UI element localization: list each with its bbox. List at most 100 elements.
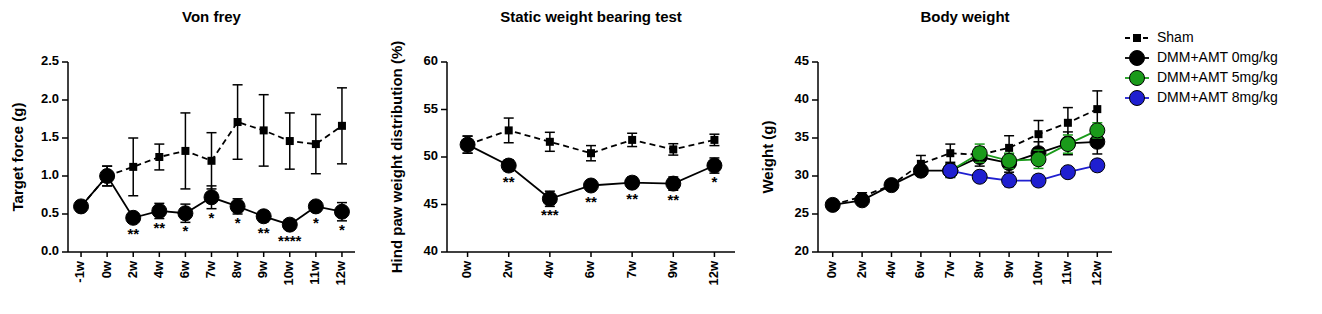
marker [181, 147, 189, 155]
x-tick-label: 9w [1001, 260, 1016, 278]
x-tick [549, 252, 551, 257]
error-cap [102, 185, 112, 187]
marker [178, 206, 193, 221]
error-cap [1092, 90, 1102, 92]
x-tick-label: 6w [177, 260, 192, 278]
error-cap [975, 162, 985, 164]
x-tick [714, 252, 716, 257]
significance: *** [541, 206, 559, 223]
x-tick [920, 252, 922, 257]
error-cap [709, 133, 719, 135]
legend-label: DMM+AMT 0mg/kg [1157, 49, 1278, 65]
panel: Body weight202530354045Weight (g)0w2w4w6… [759, 8, 1278, 286]
legend-marker [1130, 71, 1145, 86]
x-tick-label: 2w [125, 260, 140, 278]
marker [204, 190, 219, 205]
marker [884, 178, 899, 193]
error-cap [1092, 153, 1102, 155]
x-tick [80, 252, 82, 257]
error-cap [463, 152, 473, 154]
error-cap [586, 145, 596, 147]
x-tick-label: 11w [1059, 260, 1074, 285]
y-tick [441, 61, 447, 63]
significance: ** [626, 190, 638, 207]
error-bar [311, 114, 321, 173]
error-bar [180, 113, 190, 189]
y-tick-label: 1.5 [41, 129, 59, 144]
x-tick [1008, 252, 1010, 257]
marker [546, 138, 554, 146]
chart-title: Body weight [920, 8, 1009, 25]
y-tick-label: 45 [795, 53, 809, 68]
marker [825, 197, 840, 212]
error-cap [463, 152, 473, 154]
marker [972, 169, 987, 184]
series [463, 118, 720, 161]
marker [286, 137, 294, 145]
y-tick [62, 175, 68, 177]
error-cap [259, 165, 269, 167]
marker [625, 175, 640, 190]
y-tick [812, 175, 818, 177]
error-bar [709, 134, 719, 145]
marker [505, 126, 513, 134]
marker [943, 163, 958, 178]
error-cap [233, 84, 243, 86]
error-bar [233, 85, 243, 159]
error-cap [337, 87, 347, 89]
error-bar [337, 88, 347, 164]
marker [1060, 136, 1075, 151]
error-cap [945, 143, 955, 145]
significance: ** [127, 225, 139, 242]
marker [312, 140, 320, 148]
significance: ** [153, 219, 165, 236]
y-tick [62, 213, 68, 215]
marker [669, 145, 677, 153]
x-tick-label: 4w [541, 260, 556, 278]
x-tick-label: 4w [883, 260, 898, 278]
marker [666, 176, 681, 191]
y-tick [812, 213, 818, 215]
error-bar [668, 144, 678, 155]
error-bar [945, 144, 955, 162]
marker [260, 126, 268, 134]
x-tick-label: 4w [151, 260, 166, 278]
x-tick [891, 252, 893, 257]
x-tick [185, 252, 187, 257]
marker [855, 193, 870, 208]
error-cap [337, 163, 347, 165]
x-tick-label: 7w [942, 260, 957, 278]
significance: * [209, 209, 215, 226]
error-cap [207, 185, 217, 187]
y-tick-label: 60 [424, 53, 438, 68]
x-tick-label: 6w [912, 260, 927, 278]
error-cap [337, 202, 347, 204]
x-tick [979, 252, 981, 257]
marker [234, 118, 242, 126]
x-tick-label: 9w [665, 260, 680, 278]
y-tick-label: 0.0 [41, 243, 59, 258]
series-line [950, 130, 1097, 170]
x-tick-label: 2w [500, 260, 515, 278]
marker [628, 136, 636, 144]
y-axis [67, 62, 69, 252]
error-cap [975, 143, 985, 145]
y-axis-label: Target force (g) [9, 103, 26, 212]
error-cap [627, 133, 637, 135]
x-tick-label: 9w [255, 260, 270, 278]
y-tick-label: 50 [424, 148, 438, 163]
marker [1093, 105, 1101, 113]
error-cap [233, 159, 243, 161]
error-cap [545, 132, 555, 134]
y-axis [817, 62, 819, 252]
error-cap [627, 146, 637, 148]
error-bar [154, 144, 164, 170]
x-tick [106, 252, 108, 257]
error-cap [586, 160, 596, 162]
series [828, 91, 1103, 209]
y-tick-label: 0.5 [41, 205, 59, 220]
marker [1002, 153, 1017, 168]
legend-label: DMM+AMT 8mg/kg [1157, 89, 1278, 105]
marker [1031, 152, 1046, 167]
y-tick [441, 109, 447, 111]
